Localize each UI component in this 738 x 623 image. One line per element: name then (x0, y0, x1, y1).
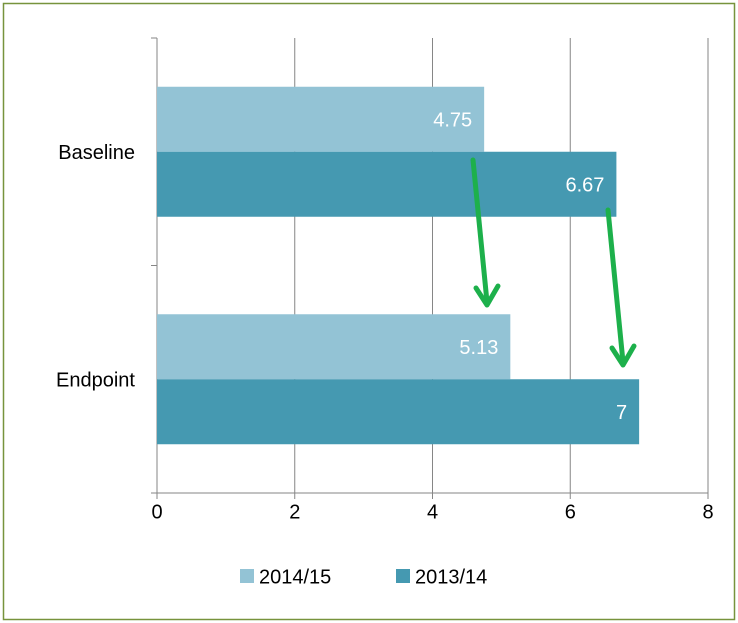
x-tick-label: 4 (427, 501, 438, 523)
arrow-head (609, 343, 637, 368)
arrow-head (473, 283, 501, 308)
y-tick-label: Endpoint (56, 370, 135, 392)
arrow (605, 207, 626, 365)
x-tick-label: 8 (702, 501, 713, 523)
legend-label: 2014/15 (259, 566, 331, 588)
legend-swatch (396, 569, 410, 583)
y-tick-label: Baseline (58, 142, 135, 164)
annotation-arrows (470, 157, 637, 368)
data-label: 6.67 (565, 175, 604, 197)
legend-swatch (240, 569, 254, 583)
data-label: 5.13 (459, 337, 498, 359)
x-tick-label: 2 (289, 501, 300, 523)
x-tick-label: 0 (151, 501, 162, 523)
legend-label: 2013/14 (415, 566, 487, 588)
bar (157, 314, 511, 380)
bar (157, 151, 617, 217)
bar (157, 379, 640, 445)
data-label: 7 (616, 402, 627, 424)
arrow (470, 157, 490, 305)
x-tick-label: 6 (565, 501, 576, 523)
data-label: 4.75 (433, 110, 472, 132)
bar (157, 86, 485, 152)
